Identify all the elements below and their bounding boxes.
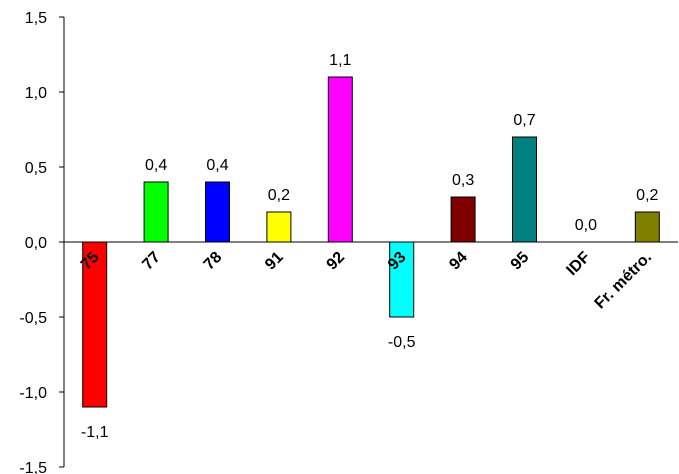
y-tick-label: -0,5 [19,310,47,327]
data-label: -0,5 [388,334,416,351]
data-label: 0,3 [452,172,474,189]
data-label: 0,2 [268,187,290,204]
bar-77 [143,181,169,243]
y-tick-label: 1,0 [25,85,47,102]
data-label: 0,4 [206,157,228,174]
data-label: 0,2 [636,187,658,204]
y-tick-label: 1,5 [25,10,47,27]
category-label: 77 [139,249,164,274]
bar-92 [327,76,353,243]
category-label: 91 [262,249,287,274]
data-label: 0,4 [145,157,167,174]
data-label: -1,1 [81,424,109,441]
y-axis-ticks: 1,5 1,0 0,5 0,0 -0,5 -1,0 -1,5 [19,10,64,474]
y-tick-label: 0,5 [25,160,47,177]
category-label: 92 [324,249,349,274]
category-label: 95 [508,249,533,274]
data-label: 1,1 [329,52,351,69]
bars-group [82,76,660,408]
bar-91 [266,211,292,243]
bar-78 [205,181,230,243]
category-label: 94 [446,249,471,274]
data-label: 0,7 [513,112,535,129]
category-label: IDF [563,249,593,279]
bar-fr-m-tro [634,211,660,243]
y-tick-label: -1,0 [19,385,47,402]
category-label: 78 [201,249,226,274]
bar-93 [389,241,415,318]
category-label: Fr. métro. [592,249,656,313]
bar-75 [82,241,108,408]
bar-95 [512,136,537,243]
data-label: 0,0 [575,217,597,234]
y-tick-label: -1,5 [19,460,47,474]
data-labels: -1,1 0,4 0,4 0,2 1,1 -0,5 0,3 0,7 0,0 0,2 [81,52,659,441]
y-tick-label: 0,0 [25,235,47,252]
bar-94 [450,196,476,243]
